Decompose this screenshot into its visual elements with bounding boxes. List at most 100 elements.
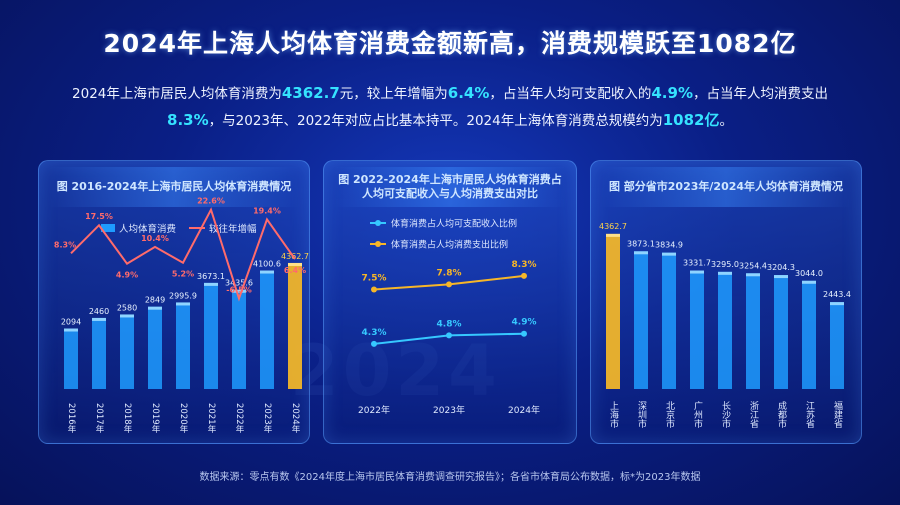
summary-text-1: 2024年上海市居民人均体育消费为: [72, 86, 282, 102]
bar-cap: [64, 328, 78, 332]
bar-per-capita: [176, 302, 190, 389]
summary-value-total: 1082亿: [662, 111, 720, 129]
bar-value-label: 3331.7: [683, 259, 711, 268]
bar-cap: [204, 282, 218, 286]
growth-value-label: -6.5%: [226, 285, 252, 294]
bar-cap: [830, 302, 844, 306]
x-axis-label: 福建省: [832, 400, 843, 429]
panel-trend-chart: 图 2016-2024年上海市居民人均体育消费情况 人均体育消费 较往年增幅 209…: [38, 160, 310, 444]
x-axis-label: 2019年: [150, 403, 160, 434]
legend-label: 体育消费占人均消费支出比例: [391, 239, 508, 251]
trend-chart-svg: 人均体育消费 较往年增幅 2094 2016年 2460 2017年 2580 2018年 28…: [54, 197, 309, 434]
x-axis-label: 成都市: [776, 400, 787, 429]
bar-per-capita: [232, 289, 246, 389]
panel-title-share: 图 2022-2024年上海市居民人均体育消费占人均可支配收入与人均消费支出对比: [334, 167, 566, 207]
bar-per-capita: [260, 270, 274, 389]
series-value-label: 7.5%: [362, 274, 387, 284]
bar-value-label: 3295.0: [711, 260, 739, 269]
series-value-label: 7.8%: [437, 268, 462, 278]
bar-per-capita: [64, 328, 78, 389]
panel-province-chart: 图 部分省市2023年/2024年人均体育消费情况 4362.7 上海市 3873.…: [590, 160, 862, 444]
series-value-label: 4.3%: [362, 328, 387, 338]
growth-value-label: 6.4%: [284, 266, 306, 275]
bar-province: [746, 273, 760, 389]
x-axis-label: 2018年: [122, 403, 132, 434]
legend-swatch-dot: [375, 241, 381, 247]
bar-per-capita: [92, 317, 106, 389]
series-value-label: 4.9%: [512, 318, 537, 328]
bar-cap: [718, 271, 732, 275]
series-point: [371, 286, 377, 293]
series-value-label: 4.8%: [437, 319, 462, 329]
bar-value-label: 3204.3: [767, 263, 795, 272]
x-axis-label: 2024年: [508, 404, 540, 416]
x-axis-label: 深圳市: [636, 401, 647, 429]
bar-cap: [774, 275, 788, 279]
bar-value-label: 2460: [89, 307, 109, 316]
series-point: [371, 340, 377, 347]
x-axis-label: 广州市: [692, 400, 703, 429]
bar-province: [634, 251, 648, 389]
bar-cap: [606, 233, 620, 237]
bar-cap: [634, 251, 648, 255]
bar-province: [802, 280, 816, 389]
panel-title-province: 图 部分省市2023年/2024年人均体育消费情况: [601, 167, 851, 207]
panel-share-chart: 图 2022-2024年上海市居民人均体育消费占人均可支配收入与人均消费支出对比…: [323, 160, 577, 444]
growth-value-label: 10.4%: [141, 234, 169, 243]
bar-province: [662, 252, 676, 389]
x-axis-label: 2016年: [66, 403, 76, 434]
bar-value-label: 3044.0: [795, 269, 823, 278]
growth-value-label: 5.2%: [172, 270, 194, 279]
bar-value-label: 2995.9: [169, 291, 197, 300]
x-axis-label: 2022年: [358, 404, 390, 416]
bar-value-label: 2580: [117, 303, 137, 312]
legend-swatch-dot: [375, 220, 381, 226]
legend-label-growth: 较往年增幅: [209, 223, 257, 235]
x-axis-label: 2021年: [206, 403, 216, 434]
bar-cap: [148, 306, 162, 310]
summary-value-income-share: 4.9%: [651, 84, 693, 102]
x-axis-label: 上海市: [608, 401, 619, 429]
bar-value-label: 4362.7: [599, 222, 627, 231]
growth-value-label: 8.3%: [54, 240, 76, 249]
summary-value-growth: 6.4%: [447, 84, 490, 102]
x-axis-label: 北京市: [664, 401, 675, 429]
summary-text-2: 元，较上年增幅为: [339, 86, 448, 102]
bar-value-label: 4362.7: [281, 252, 309, 261]
legend-label: 体育消费占人均可支配收入比例: [391, 218, 517, 230]
growth-value-label: 19.4%: [253, 206, 281, 215]
bar-per-capita: [148, 306, 162, 389]
growth-line: [70, 207, 296, 302]
series-point: [521, 272, 527, 279]
series-point: [521, 330, 527, 337]
summary-value-per-capita: 4362.7: [281, 84, 340, 102]
series-point: [446, 332, 452, 339]
summary-text-4: ，占当年人均消费支出: [692, 86, 828, 102]
summary-value-expend-share: 8.3%: [167, 111, 209, 129]
x-axis-label: 2017年: [94, 403, 104, 434]
bar-cap: [120, 314, 134, 318]
bar-per-capita: [288, 262, 302, 389]
bar-province: [690, 270, 704, 389]
bar-province: [830, 302, 844, 389]
bar-cap: [802, 280, 816, 284]
summary-text-5: ，与2023年、2022年对应占比基本持平。2024年上海体育消费总规模约为: [208, 113, 663, 129]
panel-title-trend: 图 2016-2024年上海市居民人均体育消费情况: [49, 167, 299, 207]
bar-cap: [662, 252, 676, 256]
bar-province: [774, 275, 788, 389]
bar-per-capita: [204, 282, 218, 389]
bar-province: [718, 271, 732, 389]
legend-swatch-per-capita: [101, 224, 115, 232]
bar-cap: [260, 270, 274, 274]
summary-text-3: ，占当年人均可支配收入的: [489, 86, 652, 102]
background-watermark: 2024: [290, 330, 501, 412]
bar-value-label: 4100.6: [253, 260, 281, 269]
x-axis-label: 2023年: [433, 404, 465, 416]
x-axis-label: 2022年: [234, 403, 244, 434]
growth-value-label: 4.9%: [116, 271, 138, 280]
summary-paragraph: 2024年上海市居民人均体育消费为4362.7元，较上年增幅为6.4%，占当年人…: [40, 80, 860, 134]
bar-cap: [690, 270, 704, 274]
bar-value-label: 3873.1: [627, 239, 655, 248]
bar-cap: [232, 289, 246, 293]
